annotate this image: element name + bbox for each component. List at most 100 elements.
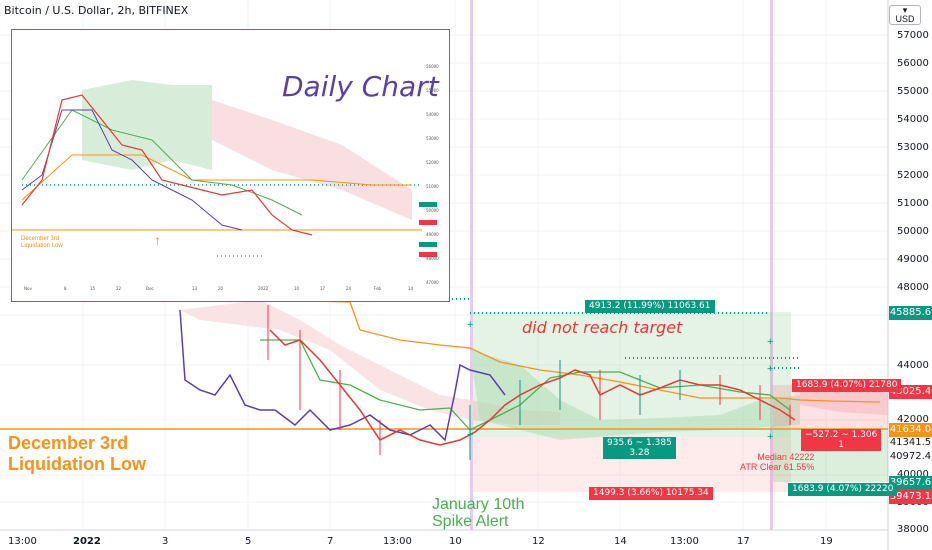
green-mid-line2: 3.28 [629, 448, 650, 458]
x-tick: 13:00 [670, 536, 699, 547]
spike-line2: Spike Alert [432, 513, 509, 530]
inset-date-tick: Feb [374, 286, 382, 291]
target-annotation: did not reach target [522, 318, 683, 337]
inset-price-tick: 49000 [426, 232, 439, 237]
price-badge-level: 41341.5 [889, 437, 932, 448]
plus-marker: + [767, 336, 773, 348]
x-tick: 5 [245, 536, 252, 547]
x-tick: 7 [327, 536, 334, 547]
cloud-red [180, 300, 560, 425]
kijun-line [269, 299, 881, 403]
inset-cloud-green [82, 80, 212, 170]
x-tick: 17 [737, 536, 750, 547]
y-tick: 52000 [897, 170, 929, 181]
x-tick: 13:00 [383, 536, 412, 547]
green-mid-label: 935.6 ~ 1.385 3.28 [603, 437, 676, 459]
inset-date-tick: Nov [24, 286, 32, 291]
inset-badge [419, 252, 437, 257]
cloud-green [470, 350, 800, 440]
inset-price-tick: 48000 [426, 256, 439, 261]
x-tick: 10 [449, 536, 462, 547]
liquidation-line2: Liquidation Low [8, 454, 146, 474]
inset-date-tick: 22 [116, 286, 122, 291]
red-mid-line1: −527.2 ~ 1.306 [805, 430, 878, 440]
inset-date-tick: 24 [346, 286, 352, 291]
inset-badge [419, 220, 437, 225]
atr-text: ATR Clear 61.55% [740, 462, 815, 472]
inset-price-tick: 55000 [426, 88, 439, 93]
currency-button[interactable]: ▾ USD [889, 5, 921, 25]
inset-price-tick: 53000 [426, 136, 439, 141]
price-badge-green-low: 39657.6 [889, 476, 932, 490]
green-mid-line1: 935.6 ~ 1.385 [607, 438, 672, 448]
chart-header-title: Bitcoin / U.S. Dollar, 2h, BITFINEX [4, 4, 189, 17]
target-label: 4913.2 (11.99%) 11063.61 [585, 300, 715, 313]
inset-title: Daily Chart [282, 70, 439, 103]
inset-date-tick: 20 [218, 286, 224, 291]
inset-date-tick: 15 [90, 286, 96, 291]
y-tick: 53000 [897, 142, 929, 153]
price-badge-level: 40972.4 [889, 451, 932, 462]
y-tick: 55000 [897, 86, 929, 97]
x-tick: 12 [532, 536, 545, 547]
inset-price [21, 94, 313, 236]
y-tick: 50000 [897, 226, 929, 237]
inset-date-tick: 17 [320, 286, 326, 291]
red-mid-label: −527.2 ~ 1.306 1 [801, 429, 882, 451]
right-stop-box [773, 385, 888, 427]
price-badge-last: 41634.0 [889, 423, 932, 437]
price-badge-target: 45885.6 [889, 306, 932, 320]
inset-date-tick: 13 [192, 286, 198, 291]
inset-badge [419, 242, 437, 247]
y-tick: 51000 [897, 198, 929, 209]
spike-alert-annotation: January 10th Spike Alert [432, 496, 525, 530]
inset-price-tick: 56000 [426, 64, 439, 69]
y-tick: 54000 [897, 114, 929, 125]
event-line-jan10 [470, 0, 473, 530]
y-tick: 56000 [897, 58, 929, 69]
x-tick: 19 [820, 536, 833, 547]
liquidation-line1: December 3rd [8, 433, 129, 453]
tenkan-line [260, 339, 791, 431]
inset-date-tick: Dec [146, 286, 154, 291]
inset-canvas: ↑ [12, 80, 437, 257]
currency-label: USD [895, 14, 915, 24]
inset-chikou [21, 109, 243, 231]
inset-price-tick: 54000 [426, 112, 439, 117]
x-tick: 13:00 [8, 536, 37, 547]
price-line [269, 329, 796, 446]
liquidation-low-annotation: December 3rd Liquidation Low [8, 433, 146, 475]
inset-liquidation-line2: Liquidation Low [21, 243, 63, 249]
red-mid-line2: 1 [838, 440, 845, 450]
inset-liquidation-line1: December 3rd [21, 236, 60, 242]
y-tick: 49000 [897, 254, 929, 265]
y-tick: 40000 [897, 469, 929, 480]
plus-marker: + [767, 363, 773, 375]
y-tick: 44000 [897, 360, 929, 371]
inset-badge [419, 202, 437, 207]
position-target-zone [473, 312, 791, 437]
candles [267, 305, 791, 460]
plus-marker: + [467, 319, 473, 331]
inset-date-tick: 8 [64, 286, 67, 291]
currency-arrow-icon: ▾ [902, 5, 908, 15]
red-upper-label: 1683.9 (4.07%) 21780 [792, 379, 902, 392]
event-line-jan18 [770, 0, 773, 530]
green-bottom-label: 1683.9 (4.07%) 22220 [788, 483, 898, 496]
spike-line1: January 10th [432, 496, 525, 513]
red-bottom-label: 1499.3 (3.66%) 10175.34 [589, 487, 713, 500]
daily-chart-inset: ↑ Daily Chart December 3rd Liquidation L… [11, 29, 450, 302]
plus-marker: + [467, 429, 473, 441]
inset-tenkan [21, 109, 303, 216]
median-text: Median 42222 [757, 452, 815, 462]
x-tick: 3 [162, 536, 169, 547]
inset-date-tick: 10 [294, 286, 300, 291]
y-tick: 38000 [897, 524, 929, 535]
inset-date-tick: 2022 [258, 286, 269, 291]
inset-price-tick: 52000 [426, 160, 439, 165]
y-tick: 48000 [897, 282, 929, 293]
inset-price-tick: 47000 [426, 280, 439, 285]
inset-kijun [21, 154, 412, 201]
cloud-red-right [800, 385, 888, 415]
